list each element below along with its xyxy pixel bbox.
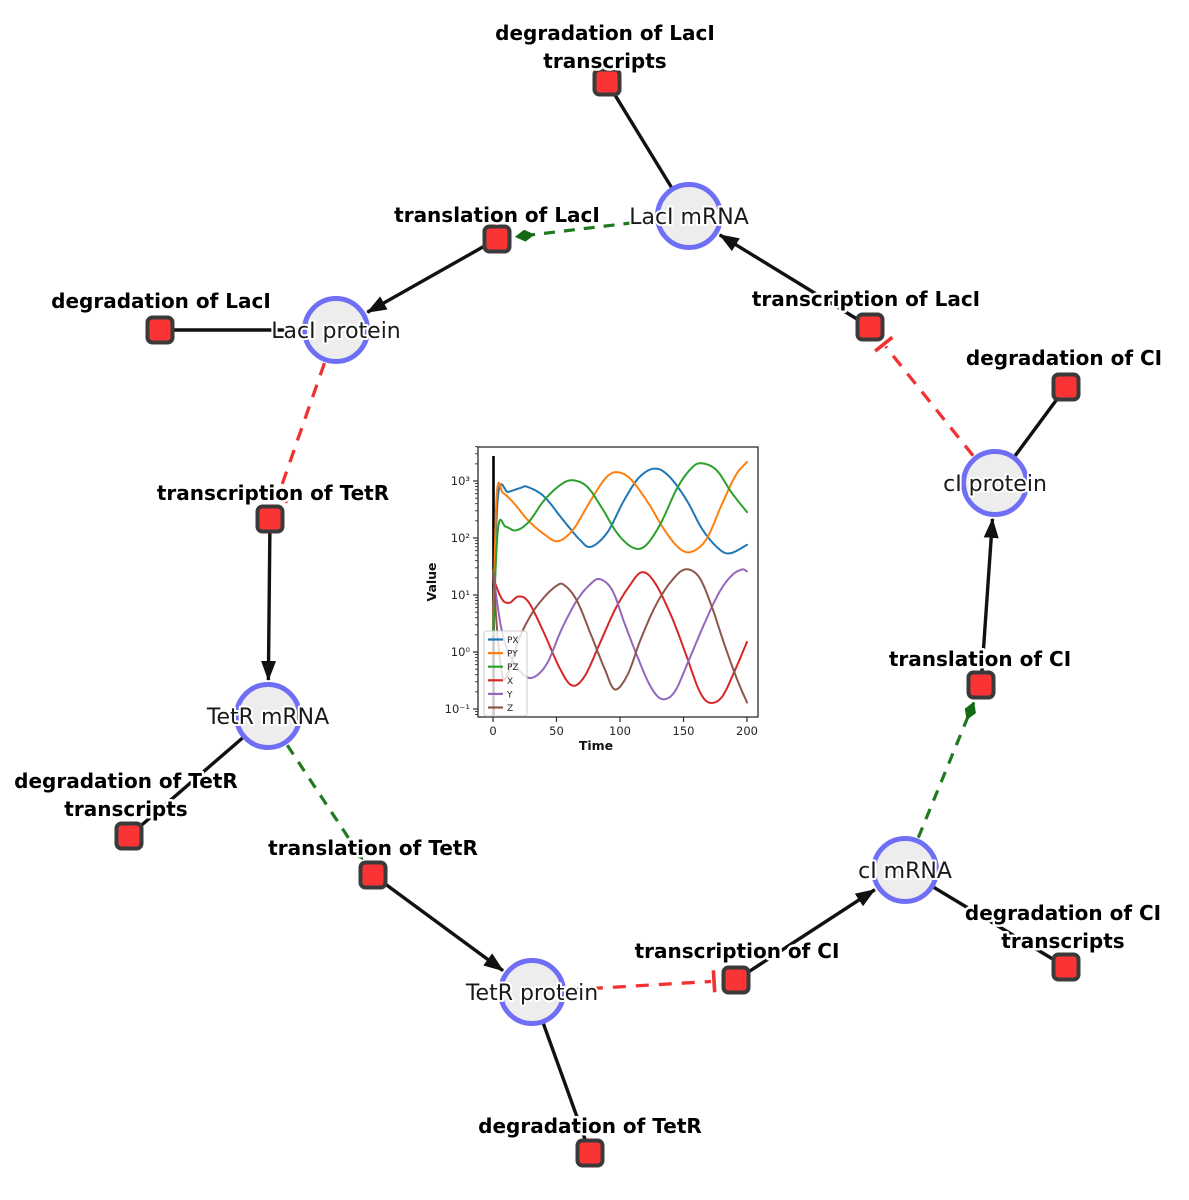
- species-node-ci_mrna[interactable]: [871, 836, 939, 904]
- reaction-label-deg_laci_tx: degradation of LacI transcripts: [495, 21, 715, 73]
- nodes-layer: [114, 67, 1081, 1168]
- reaction-label-deg_ci_tx: degradation of CI transcripts: [965, 901, 1161, 953]
- x-tick-label: 200: [736, 724, 758, 738]
- labels-layer: degradation of LacI transcripts translatio…: [12, 19, 1165, 1141]
- species-node-laci_mrna[interactable]: [655, 182, 723, 250]
- chart-series-X: [492, 571, 748, 705]
- reaction-node-deg_tetr[interactable]: [575, 1138, 605, 1168]
- species-node-tetr_protein[interactable]: [498, 958, 566, 1026]
- species-label-ci_mrna: cI mRNA: [858, 859, 952, 884]
- reaction-node-tc_laci[interactable]: [855, 312, 885, 342]
- species-label-laci_protein: LacI protein: [271, 319, 401, 344]
- reaction-node-deg_ci[interactable]: [1051, 372, 1081, 402]
- edge-consumption-ci_mrna-deg_ci_tx: [922, 879, 1061, 965]
- reaction-node-deg_ci_tx[interactable]: [1051, 952, 1081, 982]
- y-tick-label: 10³: [451, 474, 471, 488]
- reaction-node-tc_tetr[interactable]: [255, 504, 285, 534]
- legend-label-PZ: PZ: [507, 663, 519, 673]
- edge-production-transl_laci-laci_protein: [366, 242, 489, 314]
- edge-consumption-tetr_mrna-deg_tetr_tx: [133, 729, 253, 833]
- reaction-label-tc_ci: transcription of CI: [635, 939, 840, 963]
- edge-production-tc_ci-ci_mrna: [744, 888, 876, 976]
- y-tick-label: 10⁻¹: [445, 702, 470, 716]
- reaction-node-deg_laci_tx[interactable]: [592, 67, 622, 97]
- reaction-node-transl_ci[interactable]: [966, 670, 996, 700]
- chart-legend-box: [483, 630, 528, 717]
- reaction-node-deg_tetr_tx[interactable]: [114, 821, 144, 851]
- edges-layer: [133, 87, 1063, 1147]
- edge-production-tc_laci-laci_mrna: [718, 233, 862, 323]
- x-tick-label: 0: [489, 724, 496, 738]
- x-tick-label: 150: [673, 724, 695, 738]
- x-tick-label: 50: [549, 724, 564, 738]
- reaction-label-deg_tetr: degradation of TetR: [478, 1114, 702, 1138]
- reaction-label-transl_ci: translation of CI: [889, 647, 1071, 671]
- legend-label-PX: PX: [507, 636, 519, 646]
- edge-modifier-ci_mrna-transl_ci: [916, 701, 976, 839]
- x-axis-title: Time: [579, 738, 613, 753]
- reaction-label-transl_tetr: translation of TetR: [268, 836, 478, 860]
- reaction-label-transl_laci: translation of LacI: [394, 203, 600, 227]
- reaction-node-transl_laci[interactable]: [482, 224, 512, 254]
- species-node-tetr_mrna[interactable]: [234, 682, 302, 750]
- reaction-label-deg_laci: degradation of LacI: [51, 289, 271, 313]
- y-tick-label: 10⁰: [451, 645, 471, 659]
- chart-series-PX: [492, 467, 748, 636]
- species-node-laci_protein[interactable]: [302, 296, 370, 364]
- edge-consumption-ci_protein-deg_ci: [1006, 392, 1063, 467]
- edge-inhibition-ci_protein-tc_laci: [884, 345, 975, 457]
- chart-frame: [477, 446, 759, 718]
- inhibition-tbar-tetr_protein-tc_ci: [711, 970, 717, 993]
- edge-inhibition-laci_protein-tc_tetr: [276, 362, 327, 496]
- species-label-tetr_protein: TetR protein: [465, 981, 598, 1006]
- species-label-ci_protein: cI protein: [943, 472, 1047, 497]
- edge-modifier-tetr_mrna-transl_tetr: [285, 744, 364, 861]
- legend-label-PY: PY: [507, 650, 518, 660]
- edge-production-transl_tetr-tetr_protein: [380, 880, 505, 973]
- reaction-node-deg_laci[interactable]: [145, 315, 175, 345]
- edge-production-transl_ci-ci_protein: [980, 517, 999, 675]
- reaction-node-transl_tetr[interactable]: [358, 860, 388, 890]
- edge-consumption-laci_mrna-deg_laci_tx: [609, 87, 679, 199]
- reaction-label-deg_ci: degradation of CI: [966, 346, 1162, 370]
- reaction-label-tc_laci: transcription of LacI: [752, 287, 980, 311]
- y-tick-label: 10²: [451, 531, 470, 545]
- edge-production-tc_tetr-tetr_mrna: [261, 529, 277, 682]
- chart-series-PZ: [492, 462, 748, 636]
- species-label-tetr_mrna: TetR mRNA: [206, 705, 329, 730]
- legend-label-Z: Z: [507, 704, 513, 714]
- inhibition-tbar-laci_protein-tc_tetr: [266, 492, 289, 504]
- edge-inhibition-tetr_protein-tc_ci: [566, 979, 712, 992]
- species-node-ci_protein[interactable]: [961, 449, 1029, 517]
- reaction-node-tc_ci[interactable]: [721, 965, 751, 995]
- inhibition-tbar-ci_protein-tc_laci: [874, 335, 894, 353]
- species-label-laci_mrna: LacI mRNA: [629, 205, 749, 230]
- legend-label-X: X: [507, 677, 513, 687]
- legend-label-Y: Y: [506, 690, 513, 700]
- reaction-label-tc_tetr: transcription of TetR: [157, 481, 389, 505]
- x-tick-label: 100: [609, 724, 631, 738]
- chart-series-PY: [492, 461, 748, 636]
- edge-consumption-tetr_protein-deg_tetr: [537, 1012, 589, 1147]
- y-axis-title: Value: [424, 562, 439, 601]
- y-tick-label: 10¹: [451, 588, 470, 602]
- inset-chart: 10³ 10² 10¹ 10⁰ 10⁻¹ 0 50 100 150 200 Time Value PX P…: [424, 446, 759, 753]
- edge-modifier-laci_mrna-transl_laci: [514, 218, 655, 242]
- reaction-label-deg_tetr_tx: degradation of TetR transcripts: [14, 769, 238, 821]
